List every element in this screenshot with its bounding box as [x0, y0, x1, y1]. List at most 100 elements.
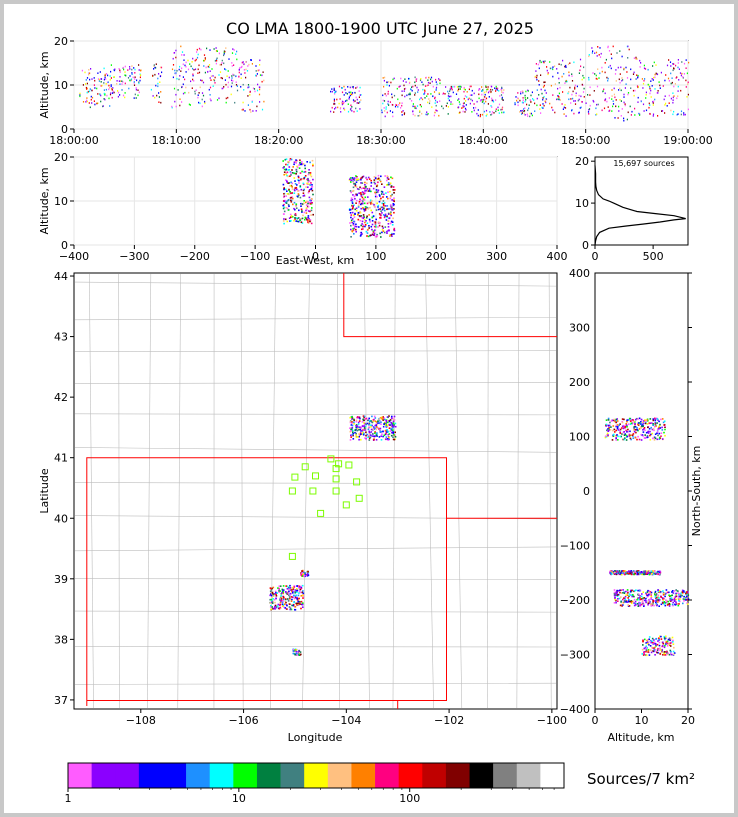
time-altitude-point — [668, 102, 670, 104]
eastwest-altitude-point — [392, 217, 394, 220]
time-altitude-point — [119, 76, 121, 78]
eastwest-altitude-point — [296, 166, 299, 169]
time-altitude-point — [577, 99, 579, 102]
time-altitude-point — [607, 46, 609, 49]
eastwest-altitude-point — [363, 208, 365, 211]
time-altitude-point — [421, 112, 423, 115]
time-altitude-point — [676, 97, 678, 100]
eastwest-altitude-point — [384, 209, 386, 212]
eastwest-altitude-point — [285, 172, 287, 175]
plan-view-point — [279, 601, 282, 604]
colorbar-swatch — [162, 763, 187, 788]
time-altitude-point — [612, 105, 614, 108]
station-marker — [332, 465, 340, 473]
time-altitude-point — [154, 73, 156, 76]
time-altitude-point — [262, 71, 264, 73]
time-altitude-point — [182, 76, 184, 78]
time-altitude-point — [665, 74, 667, 76]
eastwest-altitude-point — [309, 210, 311, 213]
time-x-tick-label: 18:30:00 — [356, 134, 405, 147]
eastwest-altitude-point — [293, 192, 296, 194]
plan-view-point — [357, 426, 360, 429]
time-altitude-point — [124, 82, 126, 85]
plan-view-point — [382, 417, 385, 419]
time-altitude-point — [573, 61, 575, 64]
altitude-northsouth-point — [638, 598, 640, 601]
altitude-northsouth-point — [616, 594, 619, 596]
altitude-northsouth-point — [671, 591, 673, 593]
eastwest-altitude-point — [293, 207, 295, 210]
time-altitude-point — [179, 65, 181, 68]
altitude-northsouth-point — [680, 592, 682, 595]
altitude-northsouth-point — [675, 598, 678, 601]
altitude-northsouth-point — [653, 439, 656, 441]
altitude-northsouth-point — [616, 420, 619, 422]
eastwest-altitude-point — [365, 177, 367, 179]
eastwest-altitude-point — [369, 221, 371, 223]
time-altitude-point — [343, 85, 345, 88]
altitude-northsouth-point — [650, 641, 652, 644]
eastwest-altitude-point — [361, 228, 363, 231]
time-altitude-point — [245, 76, 247, 79]
time-altitude-point — [649, 92, 651, 95]
altitude-northsouth-point — [683, 600, 685, 602]
altitude-northsouth-point — [616, 571, 618, 573]
altitude-northsouth-point — [658, 573, 661, 575]
altitude-northsouth-point — [638, 422, 641, 424]
eastwest-altitude-point — [305, 212, 308, 214]
time-altitude-point — [456, 86, 458, 88]
plan-view-point — [272, 598, 274, 600]
plan-view-point — [352, 432, 354, 435]
altitude-northsouth-point — [643, 427, 646, 429]
plan-view-point — [356, 425, 359, 427]
time-altitude-point — [133, 84, 136, 86]
eastwest-altitude-point — [364, 209, 367, 211]
map-x-tick-label: −108 — [126, 714, 156, 727]
time-altitude-point — [241, 109, 243, 111]
plan-view-point — [290, 600, 293, 602]
time-altitude-point — [546, 69, 548, 72]
time-altitude-point — [160, 101, 162, 104]
eastwest-altitude-point — [283, 168, 286, 171]
time-altitude-point — [349, 94, 351, 97]
altitude-northsouth-point — [665, 651, 668, 653]
time-altitude-point — [625, 66, 627, 69]
altitude-northsouth-point — [654, 592, 656, 594]
time-altitude-point — [117, 91, 120, 94]
altitude-northsouth-point — [636, 598, 638, 601]
time-altitude-point — [484, 96, 486, 98]
eastwest-altitude-point — [294, 187, 296, 189]
time-altitude-point — [670, 97, 672, 100]
time-altitude-point — [181, 86, 183, 88]
plan-view-point — [297, 603, 299, 606]
altitude-northsouth-point — [630, 600, 633, 602]
time-altitude-point — [422, 88, 424, 91]
time-altitude-point — [482, 100, 484, 103]
altitude-northsouth-point — [641, 648, 644, 651]
altitude-northsouth-point — [653, 600, 656, 602]
colorbar-swatch — [540, 763, 565, 788]
time-altitude-point — [654, 73, 656, 76]
eastwest-altitude-point — [389, 222, 392, 225]
altitude-northsouth-point — [649, 640, 651, 643]
altitude-northsouth-point — [613, 589, 616, 591]
eastwest-altitude-point — [291, 192, 293, 194]
altitude-northsouth-point — [634, 600, 637, 603]
altitude-northsouth-point — [661, 429, 664, 431]
time-altitude-point — [452, 103, 454, 105]
time-altitude-point — [490, 105, 492, 107]
time-altitude-point — [664, 79, 666, 82]
time-altitude-point — [520, 91, 522, 93]
time-altitude-point — [414, 107, 416, 109]
eastwest-altitude-point — [364, 225, 366, 228]
plan-view-point — [363, 427, 366, 429]
time-altitude-point — [495, 110, 497, 113]
eastwest-altitude-point — [360, 203, 362, 206]
eastwest-altitude-point — [283, 213, 285, 215]
eastwest-altitude-point — [384, 213, 387, 216]
time-altitude-point — [542, 98, 544, 101]
time-altitude-point — [102, 105, 104, 107]
altitude-northsouth-point — [636, 429, 639, 431]
time-altitude-point — [110, 85, 112, 88]
eastwest-altitude-point — [354, 182, 356, 185]
